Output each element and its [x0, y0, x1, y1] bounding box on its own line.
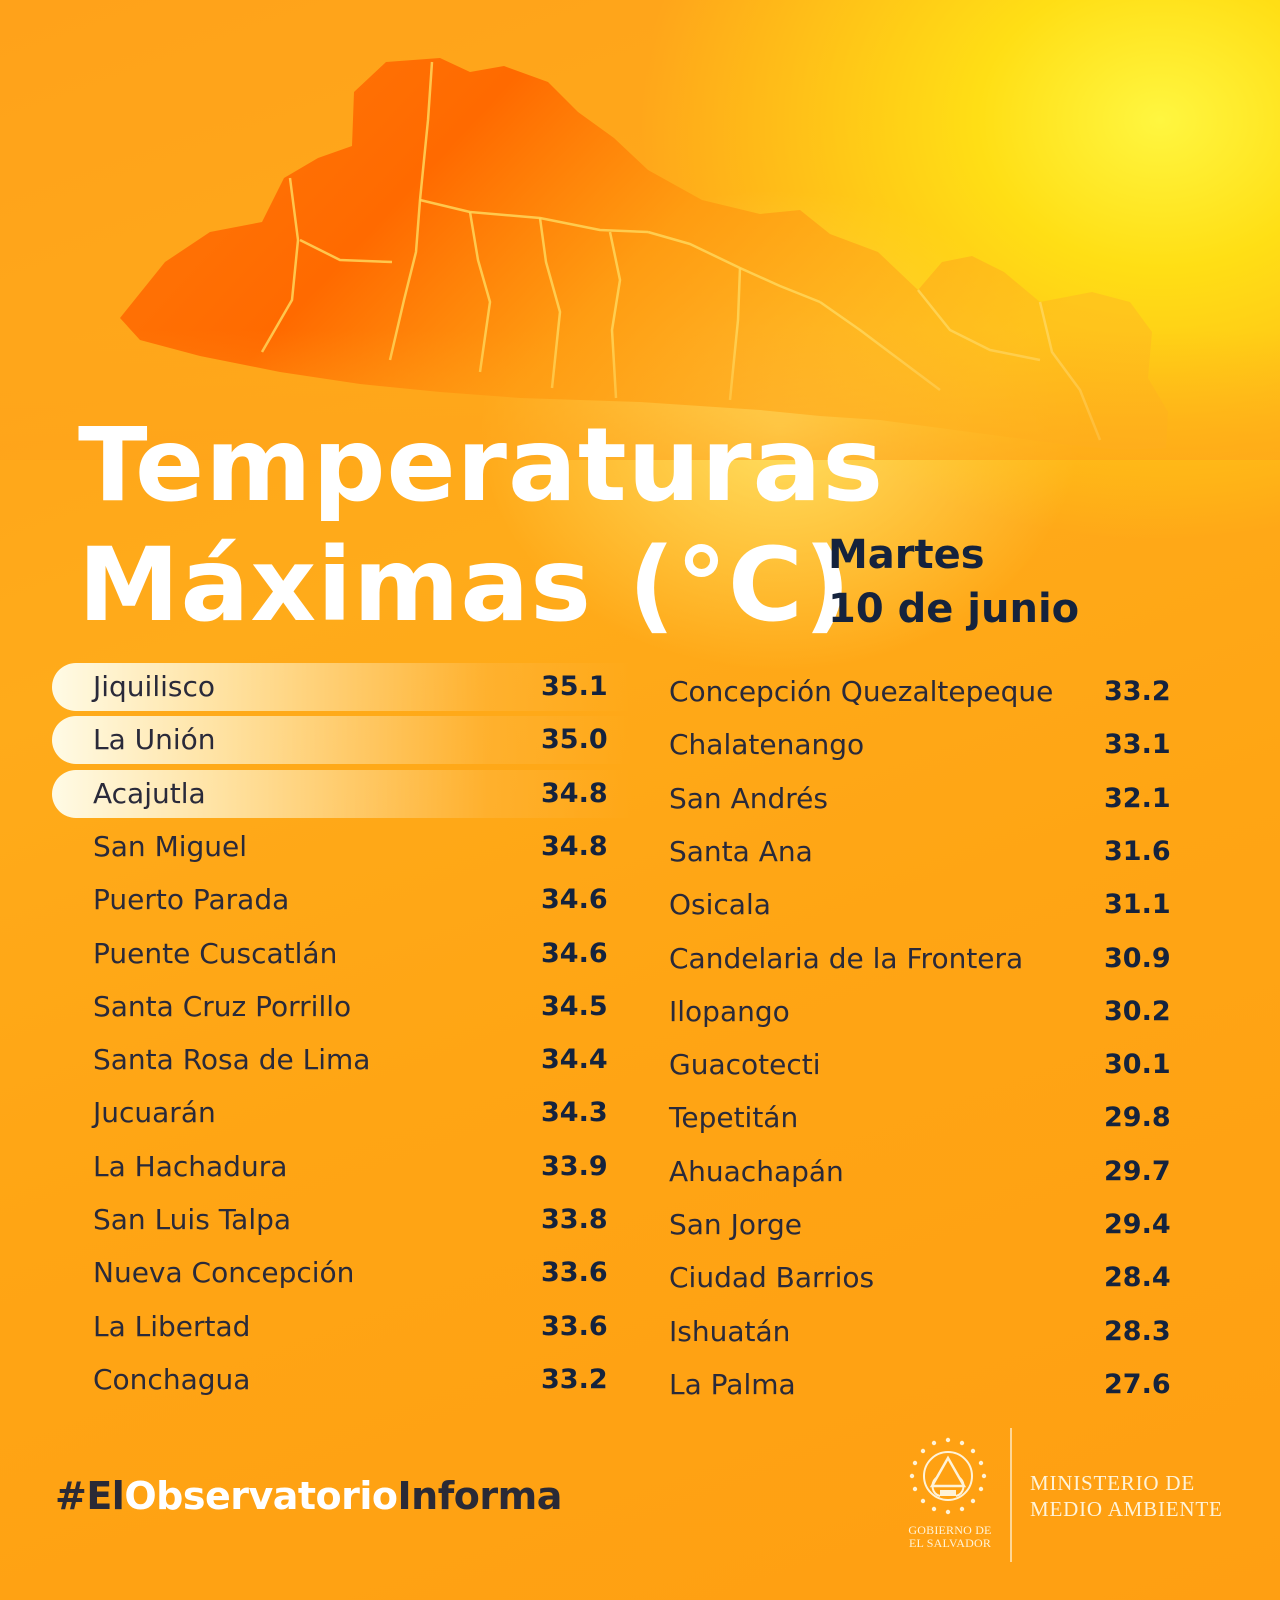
- place-name: Candelaria de la Frontera: [669, 935, 1023, 983]
- place-name: Jiquilisco: [93, 663, 215, 711]
- government-line-2: EL SALVADOR: [890, 1537, 1010, 1550]
- temperature-row: Puente Cuscatlán 34.6: [52, 930, 632, 978]
- place-name: San Andrés: [669, 775, 828, 823]
- temperature-value: 33.9: [541, 1143, 608, 1191]
- temperature-row: Nueva Concepción 33.6: [52, 1249, 632, 1297]
- place-name: La Hachadura: [93, 1143, 287, 1191]
- place-name: Chalatenango: [669, 721, 864, 769]
- temperature-value: 34.4: [541, 1036, 608, 1084]
- temperature-row: Santa Ana 31.6: [650, 828, 1210, 876]
- temperature-row: Osicala 31.1: [650, 881, 1210, 929]
- temperature-value: 34.6: [541, 876, 608, 924]
- temperature-value: 34.3: [541, 1089, 608, 1137]
- place-name: Santa Ana: [669, 828, 813, 876]
- place-name: Ilopango: [669, 988, 790, 1036]
- temperature-row: Guacotecti 30.1: [650, 1041, 1210, 1089]
- place-name: Guacotecti: [669, 1041, 820, 1089]
- hashtag-part-3: Informa: [398, 1474, 562, 1518]
- temperature-value: 29.4: [1104, 1201, 1171, 1249]
- temperature-row: San Jorge 29.4: [650, 1201, 1210, 1249]
- place-name: Conchagua: [93, 1356, 250, 1404]
- el-salvador-coat-of-arms-icon: [906, 1434, 990, 1518]
- place-name: Ciudad Barrios: [669, 1254, 874, 1302]
- place-name: Concepción Quezaltepeque: [669, 668, 1053, 716]
- temperature-value: 29.7: [1104, 1148, 1171, 1196]
- place-name: San Luis Talpa: [93, 1196, 291, 1244]
- temperature-row: Jucuarán 34.3: [52, 1089, 632, 1137]
- temperature-value: 30.2: [1104, 988, 1171, 1036]
- temperature-row: Chalatenango 33.1: [650, 721, 1210, 769]
- temperature-value: 33.8: [541, 1196, 608, 1244]
- temperature-row: Tepetitán 29.8: [650, 1094, 1210, 1142]
- temperature-row: Puerto Parada 34.6: [52, 876, 632, 924]
- place-name: Tepetitán: [669, 1094, 798, 1142]
- place-name: Santa Cruz Porrillo: [93, 983, 351, 1031]
- temperature-value: 35.0: [541, 716, 608, 764]
- temperature-row: Concepción Quezaltepeque 33.2: [650, 668, 1210, 716]
- title-line-1: Temperaturas: [78, 410, 884, 522]
- hashtag-part-2: Observatorio: [124, 1474, 397, 1518]
- temperature-value: 31.6: [1104, 828, 1171, 876]
- temperature-row: San Andrés 32.1: [650, 775, 1210, 823]
- temperature-row: Ilopango 30.2: [650, 988, 1210, 1036]
- temperature-row: Santa Rosa de Lima 34.4: [52, 1036, 632, 1084]
- temperature-row: Ahuachapán 29.7: [650, 1148, 1210, 1196]
- place-name: Nueva Concepción: [93, 1249, 354, 1297]
- temperature-value: 31.1: [1104, 881, 1171, 929]
- place-name: La Palma: [669, 1361, 796, 1409]
- temperature-row: San Luis Talpa 33.8: [52, 1196, 632, 1244]
- temperature-value: 33.2: [541, 1356, 608, 1404]
- logo-divider: [1010, 1428, 1012, 1562]
- title-line-2: Máximas (°C): [78, 530, 852, 642]
- temperature-value: 34.8: [541, 823, 608, 871]
- temperature-row: Ciudad Barrios 28.4: [650, 1254, 1210, 1302]
- place-name: Ahuachapán: [669, 1148, 844, 1196]
- place-name: La Libertad: [93, 1303, 250, 1351]
- temperature-value: 27.6: [1104, 1361, 1171, 1409]
- temperature-row: La Hachadura 33.9: [52, 1143, 632, 1191]
- temperature-value: 28.4: [1104, 1254, 1171, 1302]
- place-name: Puente Cuscatlán: [93, 930, 337, 978]
- temperature-row: San Miguel 34.8: [52, 823, 632, 871]
- place-name: San Jorge: [669, 1201, 802, 1249]
- temperature-value: 33.6: [541, 1303, 608, 1351]
- place-name: Osicala: [669, 881, 771, 929]
- temperature-value: 33.2: [1104, 668, 1171, 716]
- ministry-line-2: MEDIO AMBIENTE: [1030, 1496, 1223, 1522]
- place-name: Ishuatán: [669, 1308, 790, 1356]
- temperature-row: Ishuatán 28.3: [650, 1308, 1210, 1356]
- temperature-row: Acajutla 34.8: [52, 770, 632, 818]
- place-name: Jucuarán: [93, 1089, 216, 1137]
- temperature-row: Jiquilisco 35.1: [52, 663, 632, 711]
- temperature-value: 32.1: [1104, 775, 1171, 823]
- hashtag-part-1: #El: [55, 1474, 124, 1518]
- temperature-value: 30.9: [1104, 935, 1171, 983]
- temperature-row: La Palma 27.6: [650, 1361, 1210, 1409]
- temperature-row: Santa Cruz Porrillo 34.5: [52, 983, 632, 1031]
- place-name: Santa Rosa de Lima: [93, 1036, 370, 1084]
- temperature-row: La Libertad 33.6: [52, 1303, 632, 1351]
- temperature-value: 33.1: [1104, 721, 1171, 769]
- place-name: Puerto Parada: [93, 876, 289, 924]
- temperature-value: 34.8: [541, 770, 608, 818]
- temperature-value: 34.6: [541, 930, 608, 978]
- temperature-value: 33.6: [541, 1249, 608, 1297]
- temperature-row: Candelaria de la Frontera 30.9: [650, 935, 1210, 983]
- temperature-row: La Unión 35.0: [52, 716, 632, 764]
- temperature-value: 28.3: [1104, 1308, 1171, 1356]
- place-name: La Unión: [93, 716, 216, 764]
- ministry-line-1: MINISTERIO DE: [1030, 1470, 1195, 1496]
- temperature-value: 30.1: [1104, 1041, 1171, 1089]
- date-day: 10 de junio: [828, 582, 1079, 636]
- temperature-row: Conchagua 33.2: [52, 1356, 632, 1404]
- temperature-value: 29.8: [1104, 1094, 1171, 1142]
- date-weekday: Martes: [828, 528, 985, 582]
- temperature-value: 35.1: [541, 663, 608, 711]
- place-name: San Miguel: [93, 823, 247, 871]
- hashtag: #ElObservatorioInforma: [55, 1470, 562, 1522]
- place-name: Acajutla: [93, 770, 206, 818]
- temperature-value: 34.5: [541, 983, 608, 1031]
